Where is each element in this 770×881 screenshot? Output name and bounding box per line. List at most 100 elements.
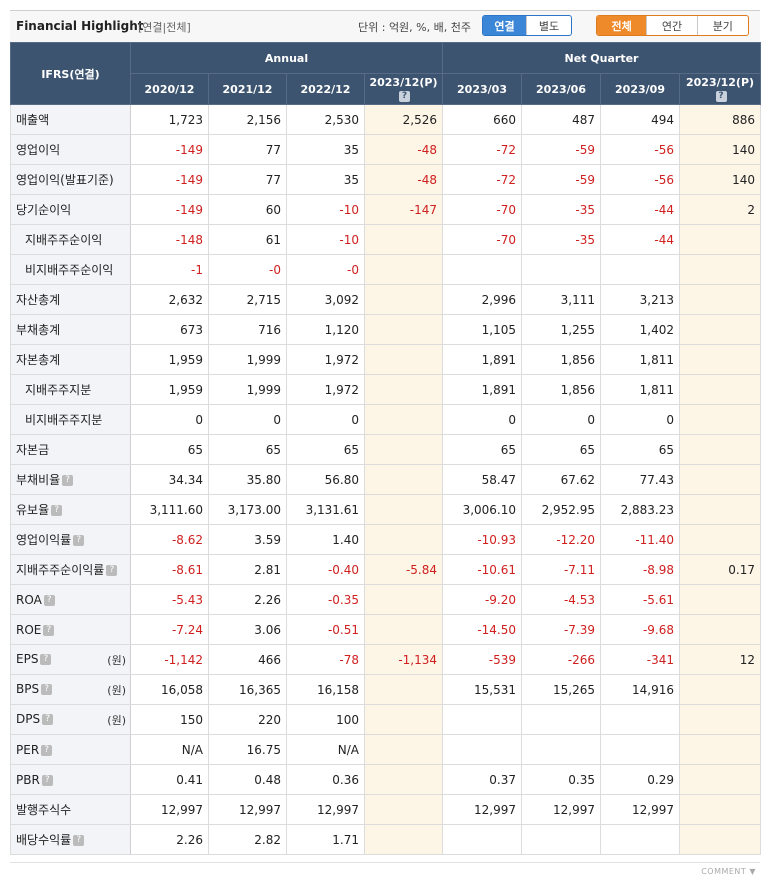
- column-header: 2023/06: [521, 73, 602, 105]
- row-label-cell: 부채비율?: [10, 464, 131, 495]
- table-cell: [679, 764, 762, 795]
- all-period-button[interactable]: 전체: [597, 16, 648, 35]
- table-cell: -44: [600, 224, 681, 255]
- table-cell: -14.50: [442, 614, 523, 645]
- table-cell: [521, 824, 602, 855]
- row-label: 영업이익률: [16, 533, 72, 547]
- table-cell: [363, 614, 444, 645]
- table-cell: -9.20: [442, 584, 523, 615]
- help-icon[interactable]: ?: [41, 744, 53, 756]
- help-icon[interactable]: ?: [715, 90, 727, 102]
- table-cell: 3,111.60: [130, 494, 209, 525]
- table-cell: [363, 704, 444, 735]
- table-row: 자본금 65 65 65 65 65 65: [10, 434, 762, 465]
- table-cell: [442, 734, 523, 765]
- row-label: 지배주주순이익률: [16, 563, 105, 577]
- table-cell: -1,134: [363, 644, 444, 675]
- table-cell: 1,891: [442, 374, 523, 405]
- widget-title: Financial Highlight: [16, 19, 144, 33]
- separate-button[interactable]: 별도: [538, 19, 560, 33]
- help-icon[interactable]: ?: [41, 683, 53, 695]
- table-cell: [363, 344, 444, 375]
- table-cell: 2.81: [208, 554, 287, 585]
- table-cell: 140: [679, 134, 762, 165]
- help-icon[interactable]: ?: [40, 653, 52, 665]
- help-icon[interactable]: ?: [73, 535, 85, 546]
- corner-header: IFRS(연결): [10, 42, 131, 105]
- help-icon[interactable]: ?: [41, 774, 53, 786]
- row-label: 당기순이익: [16, 203, 72, 217]
- row-label: 발행주식수: [16, 803, 72, 817]
- row-label-cell: 비지배주주순이익: [10, 254, 131, 285]
- table-cell: -7.39: [521, 614, 602, 645]
- row-label: 비지배주주순이익: [25, 263, 114, 277]
- annual-button[interactable]: 연간: [647, 16, 698, 35]
- table-cell: -10: [286, 224, 365, 255]
- row-label-cell: 지배주주지분: [10, 374, 131, 405]
- table-cell: 3,092: [286, 284, 365, 315]
- table-cell: 58.47: [442, 464, 523, 495]
- help-icon[interactable]: ?: [73, 835, 85, 846]
- row-label-cell: 영업이익: [10, 134, 131, 165]
- row-label-cell: EPS? (원): [10, 644, 131, 675]
- table-cell: [600, 254, 681, 285]
- table-cell: [363, 734, 444, 765]
- table-cell: 3,006.10: [442, 494, 523, 525]
- table-cell: 77: [208, 164, 287, 195]
- table-row: 매출액 1,723 2,156 2,530 2,526 660 487 494 886: [10, 104, 762, 135]
- table-cell: -9.68: [600, 614, 681, 645]
- help-icon[interactable]: ?: [42, 713, 54, 725]
- table-cell: 0: [442, 404, 523, 435]
- table-cell: [363, 794, 444, 825]
- table-cell: -70: [442, 194, 523, 225]
- table-cell: 220: [208, 704, 287, 735]
- row-label-cell: 영업이익률?: [10, 524, 131, 555]
- comment-bar: COMMENT ▼: [10, 862, 760, 880]
- table-cell: -149: [130, 164, 209, 195]
- table-cell: -8.62: [130, 524, 209, 555]
- table-cell: [679, 704, 762, 735]
- consolidated-button[interactable]: 연결: [483, 16, 527, 35]
- table-cell: 56.80: [286, 464, 365, 495]
- row-label-cell: 매출액: [10, 104, 131, 135]
- table-cell: 2.82: [208, 824, 287, 855]
- table-cell: 12,997: [286, 794, 365, 825]
- table-row: 지배주주순이익률? -8.61 2.81 -0.40 -5.84 -10.61 -7.11-…: [10, 554, 762, 585]
- table-cell: 494: [600, 104, 681, 135]
- row-label-cell: BPS? (원): [10, 674, 131, 705]
- help-icon[interactable]: ?: [43, 624, 55, 636]
- table-cell: 0: [286, 404, 365, 435]
- table-cell: 2,952.95: [521, 494, 602, 525]
- table-cell: 35: [286, 134, 365, 165]
- table-cell: [679, 224, 762, 255]
- table-row: EPS? (원) -1,142 466 -78 -1,134 -539 -266 -341 12: [10, 644, 762, 675]
- row-label-cell: 배당수익률?: [10, 824, 131, 855]
- header-row-columns: 2020/12 2021/12 2022/12 2023/12(P)? 2023/03 2…: [11, 73, 762, 105]
- help-icon[interactable]: ?: [43, 594, 55, 606]
- table-row: 당기순이익 -149 60 -10 -147 -70 -35 -44 2: [10, 194, 762, 225]
- table-cell: [363, 284, 444, 315]
- row-label-cell: ROE?: [10, 614, 131, 645]
- quarter-group-header: Net Quarter: [442, 42, 762, 74]
- table-cell: 1.40: [286, 524, 365, 555]
- help-icon[interactable]: ?: [62, 475, 74, 486]
- table-cell: [442, 254, 523, 285]
- help-icon[interactable]: ?: [51, 505, 63, 516]
- row-label-cell: 부채총계: [10, 314, 131, 345]
- help-icon[interactable]: ?: [399, 90, 410, 102]
- annual-group-header: Annual: [129, 42, 444, 74]
- table-cell: [679, 404, 762, 435]
- row-label-cell: PBR?: [10, 764, 131, 795]
- row-label-cell: 비지배주주지분: [10, 404, 131, 435]
- table-cell: 16,158: [286, 674, 365, 705]
- table-cell: 3.06: [208, 614, 287, 645]
- table-cell: [679, 614, 762, 645]
- help-icon[interactable]: ?: [106, 565, 118, 576]
- row-label: PBR: [16, 772, 40, 787]
- row-label: BPS: [16, 681, 40, 696]
- table-cell: [600, 824, 681, 855]
- table-row: PER? N/A 16.75 N/A: [10, 734, 762, 765]
- comment-toggle[interactable]: COMMENT ▼: [701, 867, 756, 876]
- table-cell: -4.53: [521, 584, 602, 615]
- quarter-button[interactable]: 분기: [712, 19, 733, 33]
